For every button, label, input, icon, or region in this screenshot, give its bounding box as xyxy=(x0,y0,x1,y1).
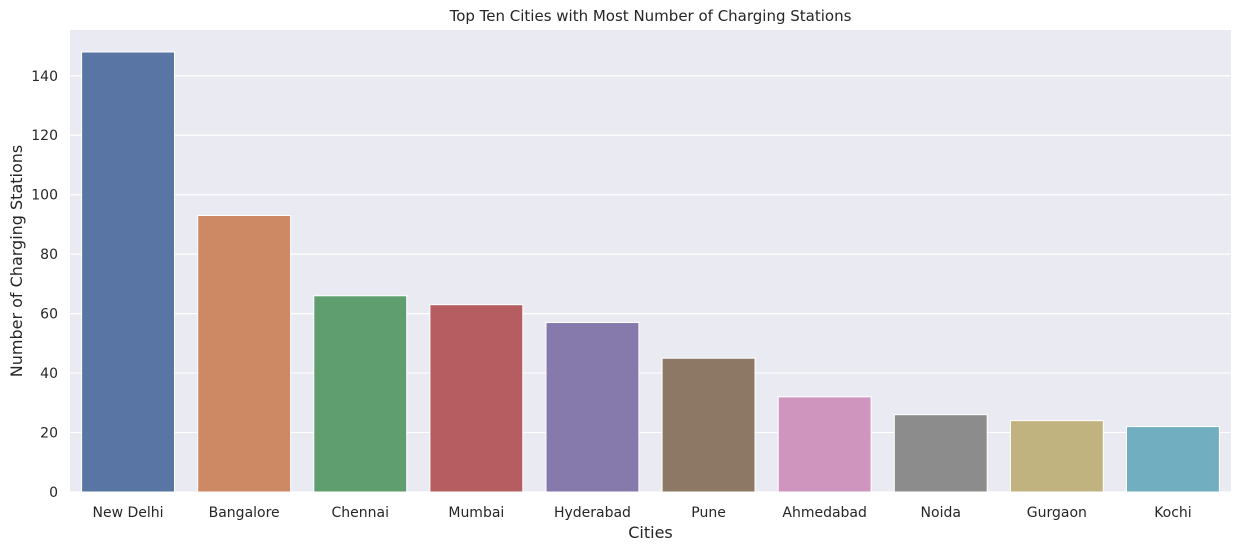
y-tick-label: 40 xyxy=(40,366,58,382)
x-tick-label: Hyderabad xyxy=(554,505,631,521)
y-tick-label: 80 xyxy=(40,247,58,263)
bar-gurgaon xyxy=(1009,420,1104,493)
x-tick-label: Ahmedabad xyxy=(782,505,867,521)
y-tick-label: 20 xyxy=(40,426,58,442)
y-tick-label: 120 xyxy=(31,128,58,144)
x-tick-labels: New Delhi Bangalore Chennai Mumbai Hyderabad… xyxy=(93,505,1192,521)
x-tick-label: Gurgaon xyxy=(1027,505,1087,521)
y-tick-label: 60 xyxy=(40,307,58,323)
y-tick-label: 140 xyxy=(31,69,58,85)
bar-new-delhi xyxy=(81,51,175,493)
y-tick-label: 0 xyxy=(49,485,58,501)
x-tick-label: Chennai xyxy=(332,505,389,521)
x-tick-label: Pune xyxy=(691,505,726,521)
bar-mumbai xyxy=(429,304,524,493)
y-tick-label: 100 xyxy=(31,188,58,204)
bar-chennai xyxy=(313,295,408,493)
bar-kochi xyxy=(1126,426,1220,493)
x-tick-label: New Delhi xyxy=(93,505,164,521)
bar-ahmedabad xyxy=(777,396,872,493)
bar-noida xyxy=(893,414,988,493)
x-tick-label: Mumbai xyxy=(448,505,504,521)
x-tick-label: Noida xyxy=(921,505,961,521)
bar-pune xyxy=(661,357,756,493)
x-tick-label: Bangalore xyxy=(209,505,280,521)
y-axis-label: Number of Charging Stations xyxy=(7,145,26,377)
bars xyxy=(81,51,1220,493)
chart-title: Top Ten Cities with Most Number of Charg… xyxy=(449,7,852,25)
bar-hyderabad xyxy=(545,322,640,493)
x-axis-label: Cities xyxy=(628,523,673,542)
y-tick-labels: 0 20 40 60 80 100 120 140 xyxy=(31,69,58,501)
x-tick-label: Kochi xyxy=(1154,505,1192,521)
bar-bangalore xyxy=(197,215,292,493)
